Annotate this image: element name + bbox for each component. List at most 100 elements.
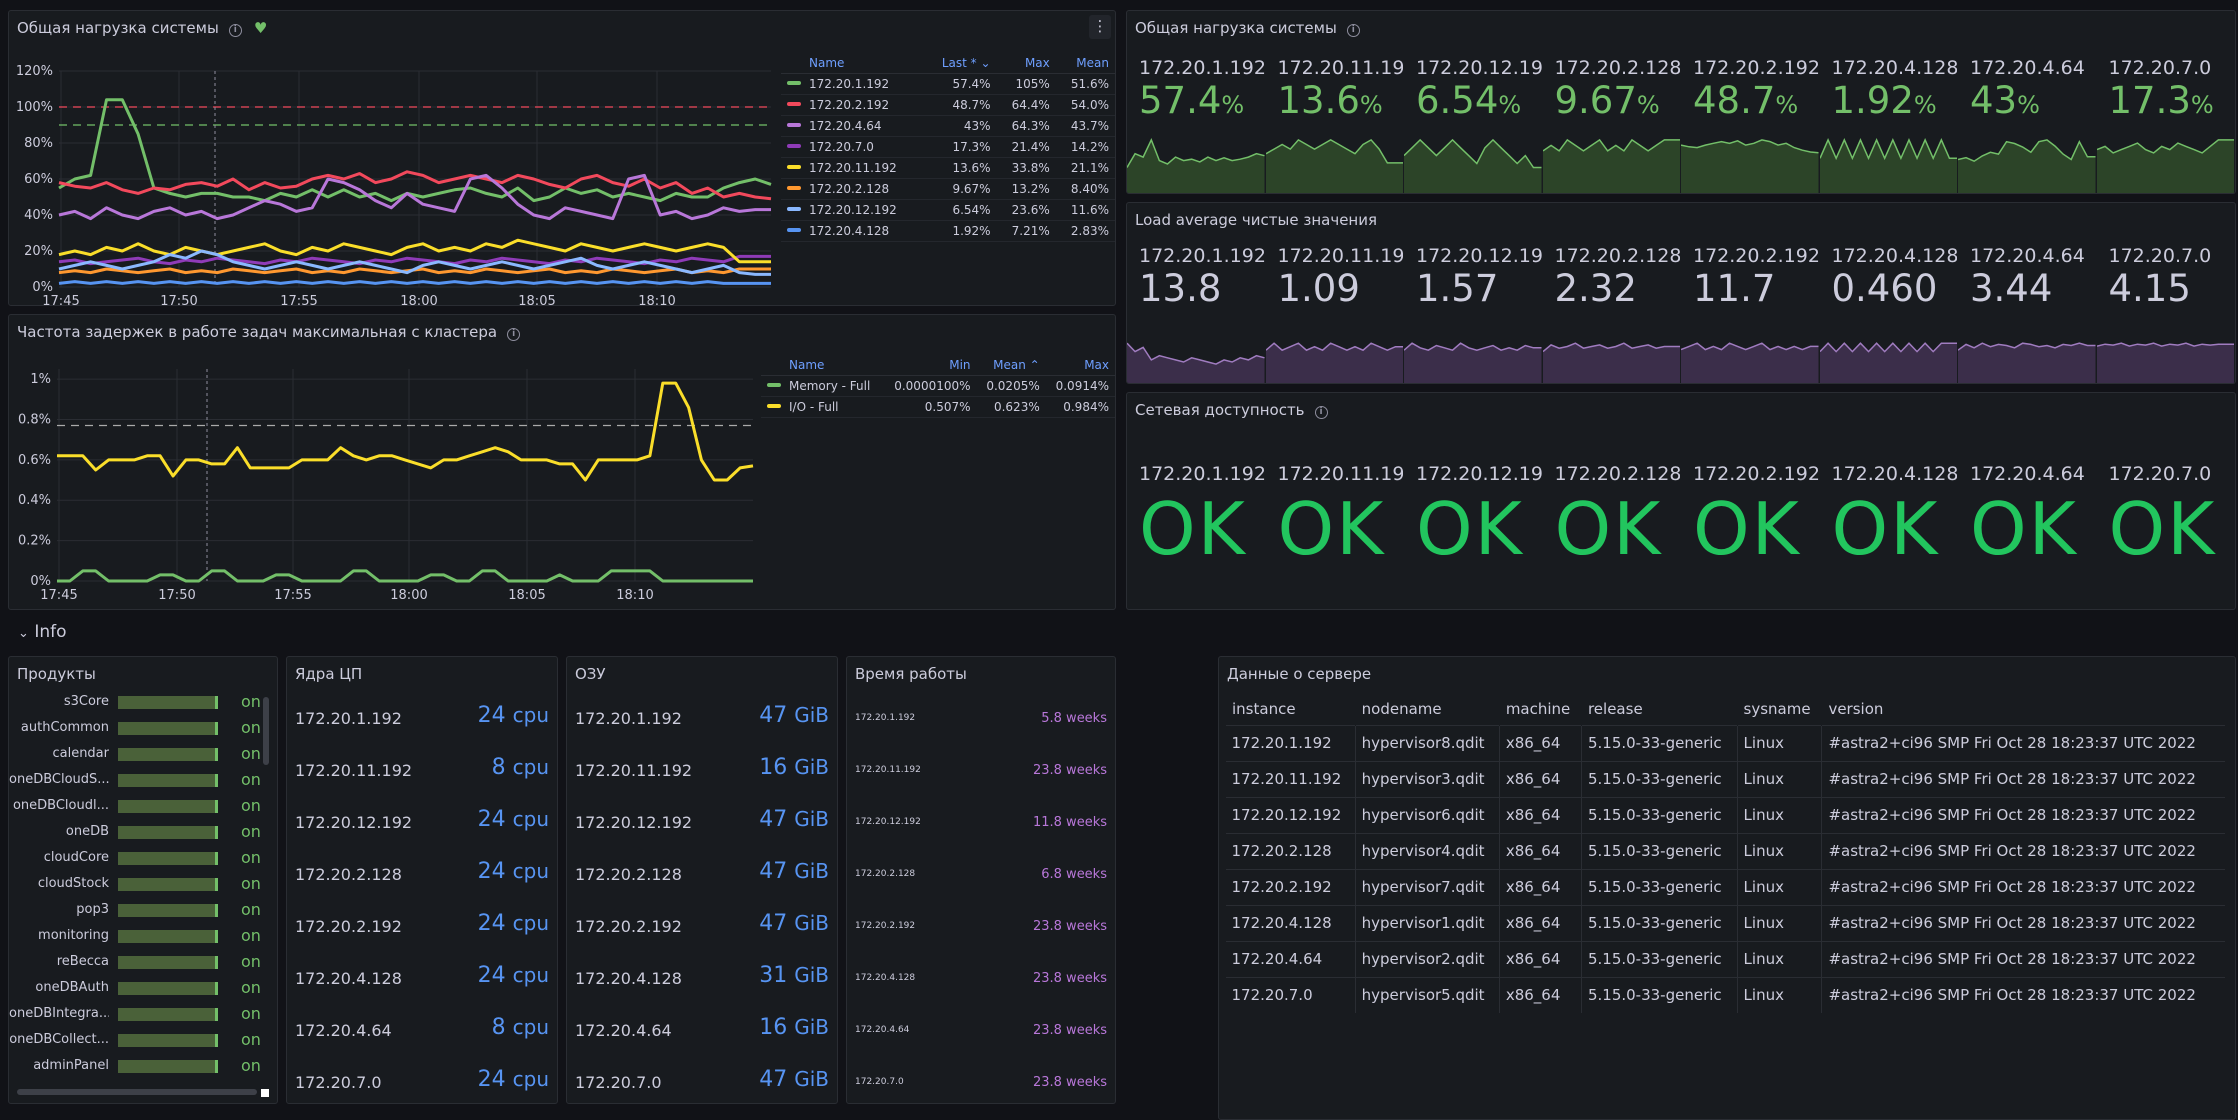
table-cell: hypervisor1.qdit [1354,904,1500,941]
column-header[interactable]: machine [1505,699,1571,718]
stat-cell[interactable]: 172.20.12.192 1.57 [1404,245,1543,383]
legend-row[interactable]: 172.20.7.0 17.3% 21.4% 14.2% [781,136,1115,158]
legend-row[interactable]: 172.20.4.128 1.92% 7.21% 2.83% [781,220,1115,242]
panel-title: Общая нагрузка системы i [1135,19,1360,37]
legend-row[interactable]: 172.20.4.64 43% 64.3% 43.7% [781,115,1115,137]
legend-row[interactable]: 172.20.12.192 6.54% 23.6% 11.6% [781,199,1115,221]
table-row[interactable]: 172.20.7.0 hypervisor5.qdit x86_64 5.15.0-3… [1225,976,2225,1013]
network-status: OK [2108,487,2217,571]
stat-cell[interactable]: 172.20.4.64 3.44 [1958,245,2097,383]
table-row[interactable]: 172.20.12.192 hypervisor6.qdit x86_64 5.15.… [1225,796,2225,833]
stat-cell[interactable]: 172.20.4.64 43% [1958,57,2097,193]
network-cell[interactable]: 172.20.2.128 OK [1543,463,1681,603]
network-cell[interactable]: 172.20.4.128 OK [1820,463,1958,603]
series-line[interactable] [58,280,771,285]
resource-value: 47 GiB [759,1067,829,1092]
host-name: 172.20.12.192 [855,817,921,827]
table-cell: Linux [1736,868,1822,905]
table-row[interactable]: 172.20.2.128 hypervisor4.qdit x86_64 5.15.0… [1225,832,2225,869]
column-header[interactable]: nodename [1361,699,1442,718]
network-cell[interactable]: 172.20.2.192 OK [1681,463,1820,603]
column-header[interactable]: release [1587,699,1643,718]
resource-number: 24 [477,859,513,884]
uptime-value: 23.8 weeks [1032,919,1107,934]
sparkline-area [1958,139,2096,193]
legend-header-mean[interactable]: Mean [1055,53,1115,74]
stat-cell[interactable]: 172.20.2.192 48.7% [1681,57,1820,193]
stat-cell[interactable]: 172.20.1.192 57.4% [1127,57,1266,193]
legend-row[interactable]: 172.20.2.192 48.7% 64.4% 54.0% [781,94,1115,116]
resource-unit: cpu [512,1015,549,1039]
legend-header-name[interactable]: Name [781,53,925,74]
vertical-scrollbar[interactable] [263,697,269,765]
stat-number: 9.67 [1554,79,1637,122]
table-row[interactable]: 172.20.2.192 hypervisor7.qdit x86_64 5.15.0… [1225,868,2225,905]
legend-row[interactable]: I/O - Full 0.507% 0.623% 0.984% [761,396,1115,418]
info-icon[interactable]: i [507,328,521,341]
table-cell: hypervisor6.qdit [1354,796,1500,833]
legend-row[interactable]: 172.20.11.192 13.6% 33.8% 21.1% [781,157,1115,179]
legend-header-mean[interactable]: Mean ⌃ [976,355,1046,376]
stat-number: 1.92 [1831,79,1914,122]
legend-row[interactable]: Memory - Full 0.0000100% 0.0205% 0.0914% [761,375,1115,397]
host-name: 172.20.2.192 [575,917,682,936]
x-tick-label: 18:05 [518,294,555,306]
info-icon[interactable]: i [228,24,242,37]
kv-row: 172.20.7.0 23.8 weeks [847,1057,1115,1103]
table-cell: x86_64 [1498,796,1582,833]
column-header[interactable]: sysname [1743,699,1811,718]
stat-cell[interactable]: 172.20.7.0 17.3% [2096,57,2235,193]
series-line[interactable] [58,170,772,201]
legend-header-max[interactable]: Max [996,53,1056,74]
series-line[interactable] [58,173,771,221]
resource-value: 8 cpu [492,755,549,780]
series-line[interactable] [58,238,771,264]
stat-cell[interactable]: 172.20.11.192 1.09 [1265,245,1404,383]
stat-cell[interactable]: 172.20.4.128 1.92% [1819,57,1958,193]
legend-row[interactable]: 172.20.2.128 9.67% 13.2% 8.40% [781,178,1115,200]
legend-header-name[interactable]: Name [761,355,884,376]
series-line[interactable] [58,249,771,276]
stat-cell[interactable]: 172.20.11.192 13.6% [1265,57,1404,193]
network-cell[interactable]: 172.20.11.192 OK [1266,463,1404,603]
legend-header-last[interactable]: Last * ⌄ [924,53,997,74]
horizontal-scrollbar[interactable] [17,1089,257,1095]
row-header-info[interactable]: ⌄ Info [18,622,67,642]
stat-cell[interactable]: 172.20.2.192 11.7 [1681,245,1820,383]
legend-name: 172.20.7.0 [809,140,874,154]
column-header[interactable]: version [1828,699,1884,718]
resource-value: 47 GiB [759,859,829,884]
stat-cell[interactable]: 172.20.4.128 0.460 [1819,245,1958,383]
stat-cell[interactable]: 172.20.2.128 9.67% [1542,57,1681,193]
info-icon[interactable]: i [1346,24,1360,37]
series-line[interactable] [57,381,754,482]
legend-header-max[interactable]: Max [1045,355,1115,376]
legend-header-min[interactable]: Min [883,355,977,376]
network-cell[interactable]: 172.20.4.64 OK [1958,463,2097,603]
resource-number: 8 [491,1015,513,1040]
vertical-ellipsis-icon[interactable]: ⋮ [1089,15,1111,39]
info-icon[interactable]: i [1314,406,1328,419]
series-line[interactable] [57,569,753,583]
kv-row: 172.20.4.128 23.8 weeks [847,953,1115,1005]
table-row[interactable]: 172.20.4.64 hypervisor2.qdit x86_64 5.15.0-… [1225,940,2225,977]
product-status: on [241,822,261,841]
stat-number: 11.7 [1693,267,1776,310]
sparkline [1404,341,1542,383]
table-row[interactable]: 172.20.1.192 hypervisor8.qdit x86_64 5.15.0… [1225,724,2225,761]
stat-cell[interactable]: 172.20.7.0 4.15 [2096,245,2235,383]
network-cell[interactable]: 172.20.1.192 OK [1127,463,1266,603]
stat-cell[interactable]: 172.20.12.192 6.54% [1404,57,1543,193]
stat-cell[interactable]: 172.20.1.192 13.8 [1127,245,1266,383]
uptime-value: 6.8 weeks [1041,867,1107,882]
uptime-value: 5.8 weeks [1041,711,1107,726]
server-panel: Данные о сервере instance nodename machine… [1218,656,2236,1120]
network-cell[interactable]: 172.20.12.192 OK [1404,463,1543,603]
stat-cell[interactable]: 172.20.2.128 2.32 [1542,245,1681,383]
table-row[interactable]: 172.20.11.192 hypervisor3.qdit x86_64 5.15.… [1225,760,2225,797]
table-row[interactable]: 172.20.4.128 hypervisor1.qdit x86_64 5.15.0… [1225,904,2225,941]
network-cell[interactable]: 172.20.7.0 OK [2097,463,2235,603]
legend-row[interactable]: 172.20.1.192 57.4% 105% 51.6% [781,73,1115,95]
series-line[interactable] [58,254,771,266]
column-header[interactable]: instance [1232,699,1296,718]
